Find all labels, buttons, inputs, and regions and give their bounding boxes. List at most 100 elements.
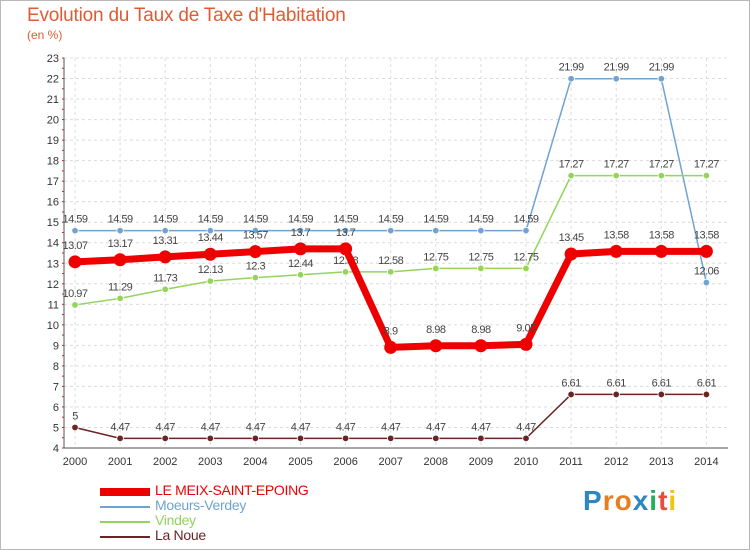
- data-point: [567, 75, 575, 83]
- data-label: 13.31: [153, 235, 178, 247]
- x-tick-label: 2004: [243, 456, 267, 468]
- data-label: 14.59: [378, 214, 403, 226]
- data-label: 12.58: [378, 255, 403, 267]
- logo-letter: r: [602, 485, 615, 516]
- data-point: [432, 226, 440, 235]
- y-tick-label: 10: [47, 320, 59, 332]
- data-label: 9.05: [516, 322, 536, 334]
- x-tick-label: 2014: [694, 456, 718, 468]
- data-point: [251, 273, 260, 282]
- data-point: [612, 171, 620, 180]
- y-tick-label: 19: [47, 135, 59, 147]
- legend-swatch: [100, 506, 150, 508]
- data-label: 4.47: [110, 421, 130, 433]
- data-point: [474, 339, 488, 353]
- y-tick-label: 17: [47, 176, 59, 188]
- data-point: [522, 226, 530, 235]
- data-point: [68, 255, 82, 269]
- legend-label: Moeurs-Verdey: [155, 497, 247, 513]
- data-point: [384, 340, 398, 354]
- data-label: 12.75: [468, 251, 493, 263]
- data-point: [341, 226, 350, 235]
- data-label: 14.59: [513, 214, 538, 226]
- data-point: [158, 250, 172, 264]
- data-point: [657, 75, 665, 83]
- data-label: 13.58: [694, 229, 719, 241]
- data-label: 14.59: [468, 214, 493, 226]
- x-tick-label: 2003: [198, 456, 222, 468]
- data-point: [113, 253, 127, 267]
- data-label: 21.99: [604, 62, 629, 74]
- legend-label: LE MEIX-SAINT-EPOING: [155, 482, 309, 498]
- data-label: 13.58: [604, 229, 629, 241]
- data-label: 13.7: [291, 227, 311, 239]
- x-tick-label: 2012: [604, 456, 628, 468]
- logo-letter: t: [658, 485, 669, 516]
- legend-label: Vindey: [155, 512, 196, 528]
- data-label: 4.47: [201, 421, 221, 433]
- data-point: [702, 171, 711, 180]
- y-tick-label: 4: [53, 443, 59, 455]
- data-point: [296, 434, 305, 443]
- data-point: [116, 294, 124, 303]
- x-tick-label: 2002: [153, 456, 177, 468]
- data-point: [567, 171, 575, 180]
- data-point: [296, 271, 305, 279]
- data-point: [71, 301, 79, 309]
- legend-label: La Noue: [155, 527, 206, 543]
- data-point: [522, 264, 530, 273]
- y-tick-label: 20: [47, 115, 59, 127]
- data-label: 4.47: [381, 421, 401, 433]
- data-label: 17.27: [694, 159, 719, 171]
- y-tick-label: 22: [47, 74, 59, 86]
- data-label: 12.75: [513, 251, 538, 263]
- logo-letter: o: [614, 485, 633, 516]
- data-label: 6.61: [561, 377, 581, 389]
- data-label: 13.07: [62, 240, 87, 252]
- data-point: [161, 285, 169, 294]
- x-tick-label: 2009: [469, 456, 493, 468]
- data-point: [296, 226, 305, 235]
- x-tick-label: 2010: [514, 456, 538, 468]
- data-point: [339, 242, 353, 256]
- data-label: 11.29: [108, 281, 133, 293]
- data-point: [116, 226, 124, 235]
- y-tick-label: 5: [53, 422, 59, 434]
- data-label: 14.59: [288, 214, 313, 226]
- data-point: [206, 226, 214, 235]
- y-tick-label: 15: [47, 217, 59, 229]
- y-tick-label: 8: [53, 361, 59, 373]
- data-label: 14.59: [423, 214, 448, 226]
- data-label: 14.59: [243, 214, 268, 226]
- data-point: [116, 434, 124, 443]
- data-point: [612, 75, 620, 83]
- logo-letter: i: [649, 485, 659, 516]
- data-label: 6.61: [652, 377, 672, 389]
- x-tick-label: 2011: [559, 456, 583, 468]
- data-point: [702, 390, 711, 399]
- data-label: 4.47: [246, 421, 266, 433]
- data-label: 12.44: [288, 258, 313, 270]
- data-label: 17.27: [604, 159, 629, 171]
- data-label: 4.47: [291, 421, 311, 433]
- data-label: 14.59: [153, 214, 178, 226]
- data-point: [203, 247, 217, 261]
- data-label: 12.3: [246, 261, 266, 273]
- data-label: 14.59: [62, 214, 87, 226]
- data-point: [567, 390, 575, 399]
- data-point: [477, 226, 485, 235]
- data-point: [699, 244, 713, 258]
- data-label: 6.61: [606, 377, 626, 389]
- data-point: [654, 244, 668, 258]
- data-label: 12.75: [423, 251, 448, 263]
- data-label: 13.45: [559, 232, 584, 244]
- data-label: 11.73: [153, 272, 178, 284]
- data-label: 17.27: [649, 159, 674, 171]
- legend-swatch: [100, 536, 150, 538]
- data-point: [341, 434, 350, 443]
- x-tick-label: 2013: [649, 456, 673, 468]
- data-point: [248, 245, 262, 259]
- y-tick-label: 16: [47, 197, 59, 209]
- data-label: 4.47: [336, 421, 356, 433]
